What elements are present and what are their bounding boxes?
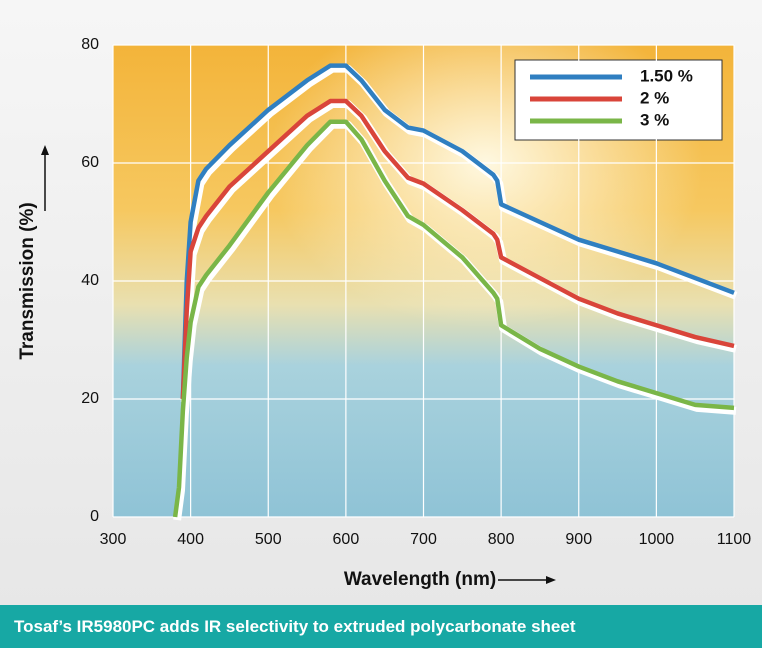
x-tick-label: 700 [410,531,437,548]
x-tick-label: 1100 [717,531,752,548]
x-tick-label: 900 [565,531,592,548]
x-tick-label: 600 [333,531,360,548]
x-tick-label: 800 [488,531,515,548]
y-tick-label: 60 [81,154,99,171]
legend-label: 3 % [640,110,669,129]
legend-label: 1.50 % [640,66,693,85]
x-tick-label: 500 [255,531,282,548]
y-tick-label: 20 [81,390,99,407]
y-tick-label: 80 [81,36,99,53]
x-tick-label: 1000 [639,531,675,548]
x-axis-label: Wavelength (nm) [344,569,496,590]
y-tick-label: 0 [90,508,99,525]
x-arrow-head [546,576,556,584]
y-tick-label: 40 [81,272,99,289]
x-tick-label: 300 [100,531,127,548]
y-axis-label: Transmission (%) [17,202,38,359]
caption: Tosaf’s IR5980PC adds IR selectivity to … [0,605,762,648]
page: Transmission (%) Wavelength (nm) 3004005… [0,0,762,648]
y-arrow-head [41,145,49,155]
x-tick-label: 400 [177,531,204,548]
legend-label: 2 % [640,88,669,107]
